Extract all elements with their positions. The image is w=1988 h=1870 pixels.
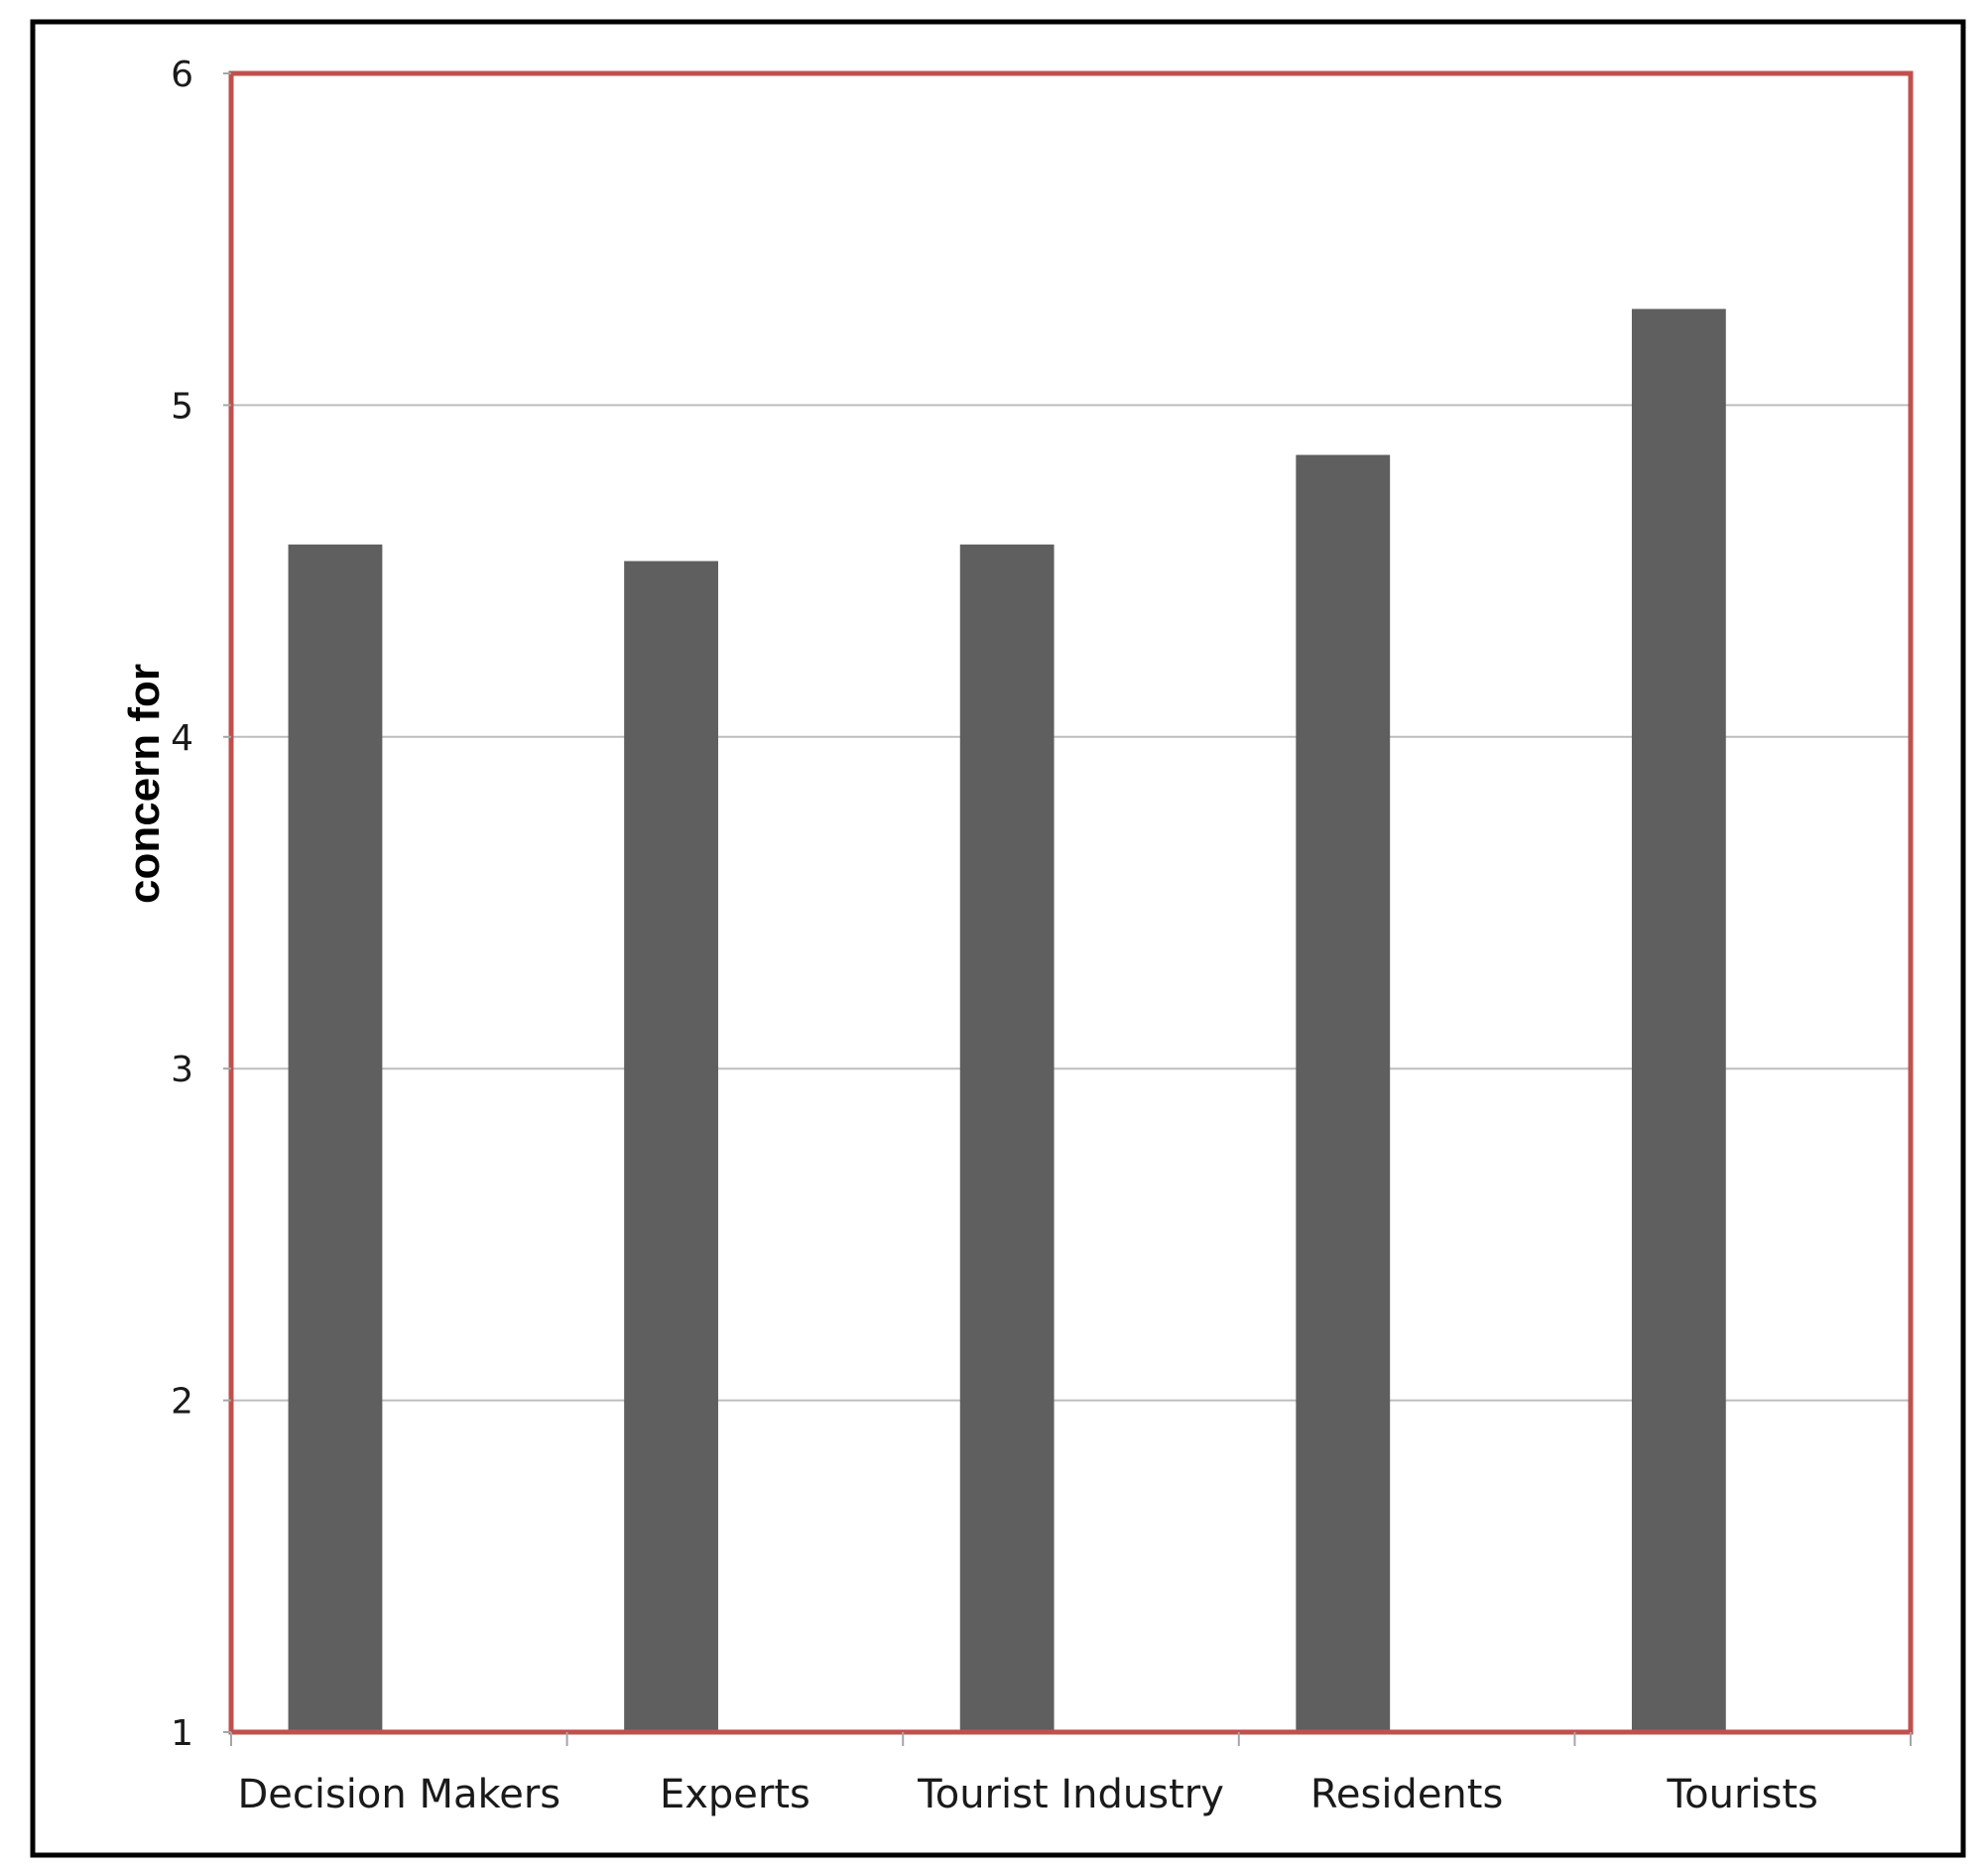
bar: [624, 561, 718, 1732]
y-tick-label: 6: [171, 55, 193, 95]
x-tick-label: Experts: [660, 1772, 810, 1817]
x-tick-labels: Decision Makers Experts Tourist Industry Re…: [237, 1772, 1817, 1817]
bar: [959, 544, 1055, 1732]
x-tick-label: Residents: [1310, 1772, 1503, 1817]
plot-area-border: [228, 70, 1914, 1735]
bars: [288, 309, 1726, 1732]
y-tick-label: 2: [171, 1382, 193, 1423]
x-tick-label: Decision Makers: [237, 1772, 560, 1817]
bar: [288, 544, 383, 1732]
axes: [223, 72, 1912, 1746]
y-tick-label: 1: [171, 1713, 193, 1754]
y-tick-label: 4: [171, 718, 193, 759]
y-tick-label: 5: [171, 386, 193, 427]
y-tick-label: 3: [171, 1050, 193, 1090]
x-tick-label: Tourist Industry: [917, 1772, 1224, 1817]
x-tick-label: Tourists: [1667, 1772, 1818, 1817]
y-axis-title: concern for: [120, 664, 169, 904]
gridlines: [231, 404, 1911, 1402]
bar: [1631, 309, 1726, 1732]
bar: [1296, 454, 1391, 1732]
y-tick-labels: 1 2 3 4 5 6: [171, 55, 193, 1754]
